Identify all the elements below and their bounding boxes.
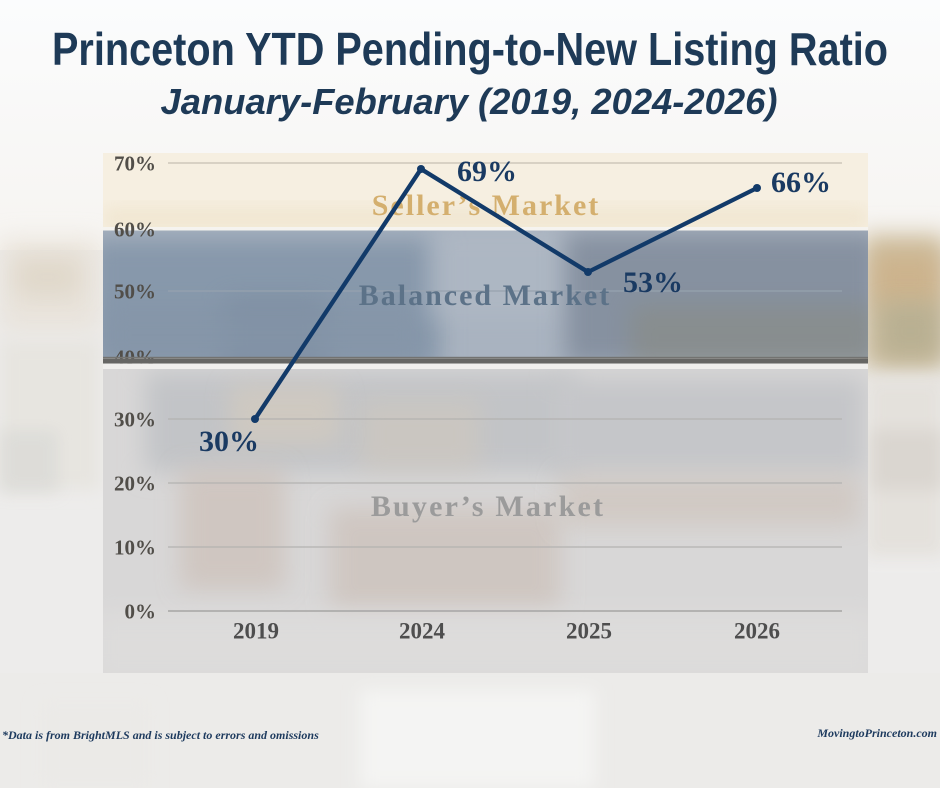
svg-text:2025: 2025 bbox=[566, 619, 612, 644]
svg-text:MovingtoPrinceton.com: MovingtoPrinceton.com bbox=[816, 726, 937, 740]
svg-text:10%: 10% bbox=[114, 536, 156, 560]
svg-text:*Data is from BrightMLS and is: *Data is from BrightMLS and is subject t… bbox=[2, 728, 319, 742]
svg-text:69%: 69% bbox=[457, 155, 517, 188]
svg-text:53%: 53% bbox=[623, 266, 683, 299]
svg-text:30%: 30% bbox=[114, 408, 156, 432]
svg-text:50%: 50% bbox=[114, 280, 156, 304]
svg-text:Buyer’s Market: Buyer’s Market bbox=[371, 490, 605, 523]
svg-text:Seller’s Market: Seller’s Market bbox=[372, 189, 601, 222]
svg-text:Princeton YTD Pending-to-New L: Princeton YTD Pending-to-New Listing Rat… bbox=[52, 23, 888, 75]
svg-text:30%: 30% bbox=[199, 425, 259, 458]
svg-text:66%: 66% bbox=[771, 166, 831, 199]
svg-text:70%: 70% bbox=[114, 152, 156, 176]
svg-text:20%: 20% bbox=[114, 472, 156, 496]
svg-text:60%: 60% bbox=[114, 218, 156, 242]
svg-text:2024: 2024 bbox=[399, 619, 446, 644]
svg-text:2019: 2019 bbox=[233, 619, 279, 644]
svg-text:2026: 2026 bbox=[734, 619, 780, 644]
svg-text:January-February (2019, 2024-2: January-February (2019, 2024-2026) bbox=[161, 81, 778, 122]
svg-text:Balanced Market: Balanced Market bbox=[359, 279, 611, 312]
svg-text:0%: 0% bbox=[125, 600, 157, 624]
